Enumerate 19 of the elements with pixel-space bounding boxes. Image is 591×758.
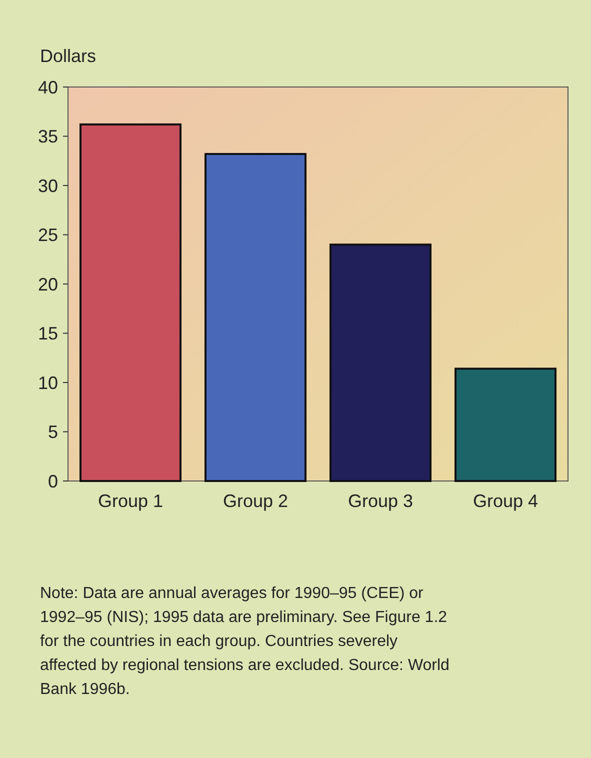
- y-axis-title: Dollars: [40, 46, 96, 66]
- y-tick-label: 35: [38, 126, 58, 147]
- x-tick-label: Group 2: [222, 491, 288, 511]
- y-tick-label: 40: [38, 77, 58, 98]
- x-tick-label: Group 1: [98, 491, 164, 511]
- bar: [330, 244, 432, 482]
- bar: [204, 152, 306, 482]
- y-tick-label: 0: [48, 471, 58, 492]
- y-tick-label: 10: [38, 372, 58, 393]
- y-tick-label: 5: [48, 422, 58, 442]
- y-tick-label: 20: [38, 274, 58, 294]
- bar: [454, 368, 556, 482]
- y-tick-label: 25: [38, 225, 58, 246]
- bar: [80, 123, 182, 482]
- y-tick-label: 30: [38, 176, 58, 196]
- x-tick-label: Group 3: [348, 491, 414, 511]
- x-tick-label: Group 4: [472, 491, 538, 511]
- text: Note: Data are annual averages for 1990–95 (CEE) or 1992–95 (NIS); 1995 data are preliminary. See Figure 1.2 for the countries in each group. Countries severely affected by regional tensions are excluded. Source: World Bank 1996b.: [40, 585, 450, 698]
- y-tick-label: 15: [38, 324, 58, 344]
